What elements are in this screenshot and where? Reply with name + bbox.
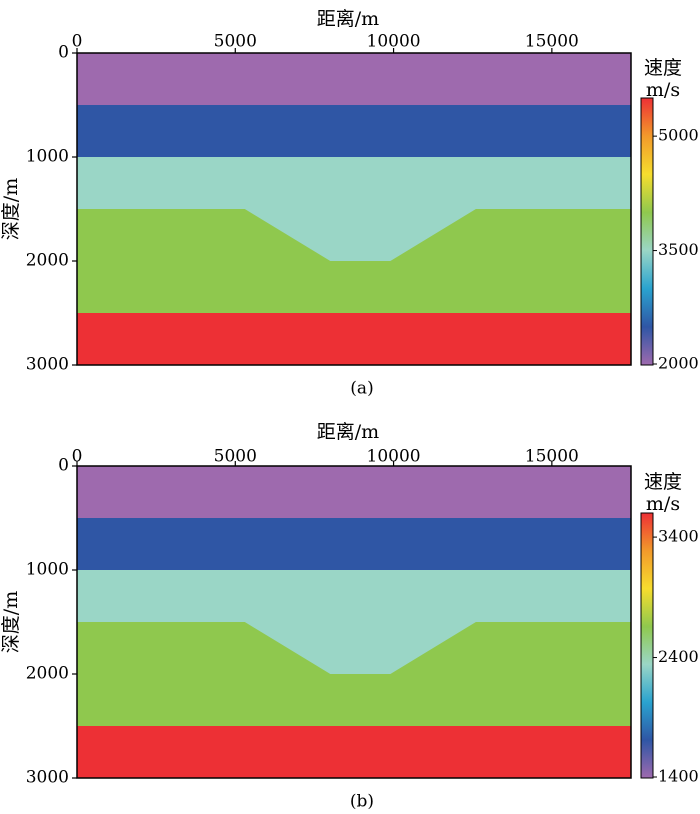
colorbar-title: 速度 (644, 57, 682, 79)
y-tick-label: 1000 (26, 147, 69, 167)
colorbar (640, 512, 654, 779)
x-tick-label: 15000 (525, 447, 579, 467)
y-tick-label: 2000 (26, 664, 69, 684)
x-axis-title: 距离/m (317, 421, 379, 443)
plot-frame (76, 52, 632, 366)
x-tick-label: 10000 (367, 32, 421, 52)
panel-caption: (b) (350, 792, 374, 812)
panel-b: 距离/m 0 5000 10000 15000 0 1000 2000 3000 深度/m (b) 速… (0, 421, 699, 812)
x-axis-title: 距离/m (317, 8, 379, 30)
colorbar-tick-label: 2000 (658, 354, 699, 373)
colorbar-tick-label: 3500 (658, 240, 699, 259)
colorbar-title: 速度 (644, 471, 682, 493)
x-tick-label: 5000 (214, 447, 257, 467)
y-tick-label: 0 (58, 43, 69, 63)
x-tick-label: 5000 (214, 32, 257, 52)
y-tick-label: 2000 (26, 251, 69, 271)
colorbar-tick-label: 1400 (658, 767, 699, 786)
colorbar-tick-label: 3400 (658, 527, 699, 546)
velocity-layer-5 (77, 726, 631, 778)
colorbar-tick-label: 2400 (658, 647, 699, 666)
colorbar-unit: m/s (646, 79, 680, 101)
y-tick-label: 3000 (26, 355, 69, 375)
colorbar (640, 97, 654, 366)
velocity-layer-5 (77, 313, 631, 365)
x-tick-label: 15000 (525, 32, 579, 52)
x-tick-label: 0 (72, 32, 83, 52)
y-tick-label: 0 (58, 456, 69, 476)
plot-frame (76, 465, 632, 779)
panel-a: 距离/m 0 5000 10000 15000 0 1000 2000 3000 深度/m (a) 速… (0, 8, 699, 399)
y-axis-title: 深度/m (0, 178, 22, 240)
y-axis-title: 深度/m (0, 591, 22, 653)
colorbar-unit: m/s (646, 493, 680, 515)
x-tick-label: 0 (72, 447, 83, 467)
y-tick-label: 3000 (26, 768, 69, 788)
colorbar-tick-label: 5000 (658, 126, 699, 145)
y-tick-label: 1000 (26, 560, 69, 580)
panel-caption: (a) (350, 379, 373, 399)
x-tick-label: 10000 (367, 447, 421, 467)
